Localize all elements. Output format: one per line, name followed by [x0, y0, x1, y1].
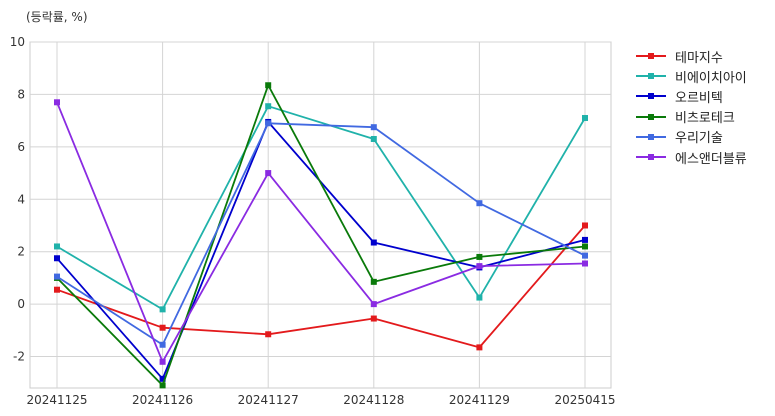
- y-tick-label: 6: [17, 140, 25, 154]
- data-point: [54, 273, 60, 280]
- series-5: [54, 99, 588, 365]
- data-point: [159, 382, 166, 389]
- data-point: [54, 255, 60, 262]
- series-line: [56, 84, 586, 387]
- legend-swatch: [636, 132, 666, 142]
- data-point: [582, 260, 588, 267]
- series-4: [54, 120, 588, 348]
- data-point: [476, 200, 483, 207]
- x-tick-label: 20241127: [238, 393, 299, 407]
- legend-label: 에스앤더블류: [675, 151, 747, 167]
- series-group: [54, 82, 588, 389]
- series-1: [54, 103, 588, 313]
- data-point: [370, 278, 377, 285]
- data-point: [582, 243, 588, 250]
- data-point: [582, 252, 588, 259]
- y-tick-label: 4: [17, 192, 25, 206]
- data-point: [54, 243, 60, 250]
- legend-label: 우리기술: [675, 131, 723, 147]
- data-point: [370, 135, 377, 142]
- legend-swatch: [636, 71, 666, 81]
- grid: [29, 41, 612, 389]
- x-tick-label: 20250415: [554, 393, 615, 407]
- legend-label: 비에이치아이: [675, 70, 747, 86]
- legend-label: 비츠로테크: [675, 111, 735, 127]
- data-point: [265, 170, 272, 177]
- data-point: [370, 301, 377, 308]
- y-tick-label: 10: [10, 35, 25, 49]
- x-tick-label: 20241128: [343, 393, 404, 407]
- data-point: [476, 294, 483, 301]
- legend-item: 우리기술: [636, 127, 772, 147]
- x-tick-label: 20241126: [132, 393, 193, 407]
- data-point: [370, 315, 377, 322]
- series-line: [56, 121, 586, 380]
- data-point: [370, 239, 377, 246]
- data-point: [159, 358, 166, 365]
- x-tick-label: 20241129: [449, 393, 510, 407]
- data-point: [265, 120, 272, 127]
- y-tick-label: 2: [17, 245, 25, 259]
- data-point: [476, 344, 483, 351]
- legend-item: 비츠로테크: [636, 107, 772, 127]
- series-3: [54, 82, 588, 389]
- x-tick-label: 20241125: [26, 393, 87, 407]
- y-tick-label: 8: [17, 87, 25, 101]
- data-point: [582, 236, 588, 243]
- legend-label: 오르비텍: [675, 90, 723, 106]
- legend-swatch: [636, 91, 666, 101]
- data-point: [159, 306, 166, 313]
- y-tick-label: 0: [17, 297, 25, 311]
- data-point: [54, 99, 60, 106]
- y-tick-label: -2: [13, 350, 25, 364]
- legend-item: 에스앤더블류: [636, 147, 772, 167]
- data-point: [476, 253, 483, 260]
- legend-swatch: [636, 51, 666, 61]
- data-point: [265, 103, 272, 110]
- plot-frame: [29, 41, 612, 389]
- data-point: [370, 124, 377, 131]
- data-point: [159, 375, 166, 382]
- data-point: [159, 324, 166, 331]
- series-0: [54, 222, 588, 351]
- data-point: [159, 341, 166, 348]
- legend-swatch: [636, 112, 666, 122]
- legend-item: 테마지수: [636, 46, 772, 66]
- data-point: [265, 82, 272, 89]
- data-point: [54, 286, 60, 293]
- legend-item: 오르비텍: [636, 86, 772, 106]
- data-point: [476, 263, 483, 270]
- data-point: [582, 115, 588, 122]
- legend-label: 테마지수: [675, 50, 723, 66]
- data-point: [265, 331, 272, 338]
- series-line: [56, 224, 586, 349]
- series-line: [56, 101, 586, 363]
- y-unit-label: (등락률, %): [26, 10, 88, 24]
- legend-item: 비에이치아이: [636, 66, 772, 86]
- series-line: [56, 105, 586, 311]
- series-line: [56, 122, 586, 346]
- legend-swatch: [636, 152, 666, 162]
- axes: -2 0 2 4 6 8 10 20241125 20241126 20241127 2024112…: [10, 35, 616, 407]
- data-point: [582, 222, 588, 229]
